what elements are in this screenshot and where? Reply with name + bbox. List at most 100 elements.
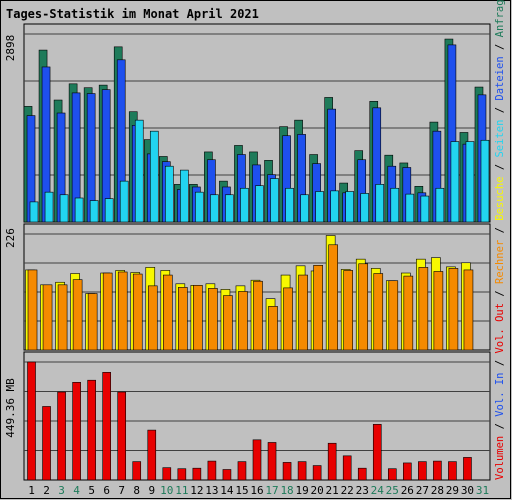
- bar-volume-day-7: [117, 391, 127, 481]
- bar-volume-day-13: [207, 460, 217, 481]
- bar-seiten-day-9: [149, 130, 159, 223]
- x-label-day-22: 22: [341, 484, 354, 497]
- x-label-day-20: 20: [311, 484, 324, 497]
- bar-volume-day-29: [448, 461, 457, 481]
- bar-volume-day-2: [42, 406, 51, 481]
- bar-volume-day-19: [297, 461, 307, 481]
- bar-volume-day-15: [237, 461, 247, 481]
- x-label-day-30: 30: [461, 484, 474, 497]
- bar-rechner-day-22: [343, 270, 353, 351]
- bar-seiten-day-5: [89, 200, 99, 223]
- bar-rechner-day-2: [42, 284, 53, 351]
- bar-rechner-day-15: [238, 291, 248, 351]
- bar-volume-day-27: [418, 461, 427, 481]
- bar-rechner-day-25: [388, 280, 399, 351]
- bar-volume-day-23: [357, 467, 367, 481]
- bar-seiten-day-22: [345, 191, 354, 223]
- bar-seiten-day-20: [315, 191, 324, 223]
- bar-seiten-day-14: [225, 194, 234, 223]
- x-label-day-13: 13: [205, 484, 218, 497]
- x-label-day-10: 10: [160, 484, 173, 497]
- x-label-day-18: 18: [280, 484, 293, 497]
- bar-rechner-day-26: [403, 275, 414, 351]
- bar-volume-day-26: [403, 462, 412, 481]
- x-label-day-15: 15: [235, 484, 248, 497]
- bar-rechner-day-9: [147, 285, 158, 351]
- legend-entry-vol-in: Vol. In: [494, 373, 506, 417]
- legend-separator: /: [494, 221, 506, 240]
- bar-rechner-day-13: [208, 288, 218, 351]
- bar-volume-day-5: [87, 379, 96, 481]
- bar-rechner-day-23: [358, 263, 369, 351]
- bar-seiten-day-16: [255, 185, 264, 223]
- bar-volume-day-6: [102, 372, 111, 481]
- y-max-label-volume: 449.36 MB: [4, 378, 17, 438]
- x-label-day-17: 17: [265, 484, 278, 497]
- x-label-day-5: 5: [88, 484, 95, 497]
- x-label-day-12: 12: [190, 484, 203, 497]
- legend-entry-anfragen: Anfragen: [494, 0, 506, 37]
- bar-volume-day-30: [463, 457, 472, 481]
- x-label-day-31: 31: [476, 484, 489, 497]
- bar-rechner-day-28: [433, 271, 444, 351]
- bar-rechner-day-21: [328, 244, 338, 351]
- bar-seiten-day-24: [375, 184, 385, 223]
- bar-rechner-day-3: [57, 284, 68, 351]
- y-max-label-requests: 2898: [4, 35, 17, 62]
- bar-rechner-day-29: [448, 268, 459, 351]
- legend-separator: /: [494, 354, 506, 373]
- bar-seiten-day-17: [270, 178, 279, 223]
- x-label-day-3: 3: [58, 484, 65, 497]
- legend-separator: /: [494, 417, 506, 436]
- x-axis-day-labels: 1 2 3 4 5 6 7 8 9 10 11 12 13 14 15 16 17 18 19 20 21 22 23 24 2…: [28, 484, 489, 497]
- bar-rechner-day-24: [373, 273, 384, 351]
- bar-rechner-day-10: [163, 274, 173, 351]
- x-label-day-28: 28: [431, 484, 444, 497]
- bar-seiten-day-30: [465, 141, 475, 223]
- bar-volume-day-24: [372, 424, 382, 481]
- bar-seiten-day-10: [165, 165, 174, 223]
- bar-seiten-day-2: [44, 191, 54, 223]
- bar-volume-day-9: [147, 429, 157, 481]
- legend-entry-besuche: Besuche: [494, 176, 506, 220]
- bar-seiten-day-19: [300, 194, 309, 223]
- legend-separator: /: [494, 101, 506, 120]
- x-label-day-8: 8: [133, 484, 140, 497]
- legend-separator: /: [494, 37, 506, 56]
- bar-seiten-day-3: [59, 194, 69, 223]
- legend-entry-vol-out: Vol. Out: [494, 303, 506, 354]
- bar-rechner-day-18: [283, 287, 293, 351]
- legend-entry-dateien: Dateien: [494, 56, 506, 100]
- x-label-day-19: 19: [295, 484, 308, 497]
- bar-rechner-day-4: [72, 279, 83, 351]
- x-label-day-14: 14: [220, 484, 234, 497]
- bar-volume-day-10: [162, 467, 172, 481]
- x-label-day-25: 25: [386, 484, 399, 497]
- bar-volume-day-8: [132, 461, 142, 481]
- bar-rechner-day-8: [132, 273, 143, 351]
- bar-seiten-day-26: [405, 193, 415, 223]
- bar-seiten-day-7: [119, 180, 129, 223]
- bar-rechner-day-1: [27, 269, 38, 351]
- panel-requests-files-pages: [23, 23, 491, 223]
- bar-volume-day-12: [192, 467, 202, 481]
- x-label-day-6: 6: [103, 484, 110, 497]
- bar-rechner-day-5: [87, 293, 98, 351]
- x-label-day-2: 2: [43, 484, 50, 497]
- legend-separator: /: [494, 158, 506, 177]
- legend-separator: /: [494, 284, 506, 303]
- bar-volume-day-22: [342, 455, 352, 481]
- bar-seiten-day-25: [390, 187, 400, 223]
- x-label-day-9: 9: [148, 484, 155, 497]
- y-max-label-visits: 226: [4, 228, 17, 248]
- bar-volume-day-11: [177, 468, 187, 481]
- bar-volume-day-21: [327, 442, 337, 481]
- bar-volume-day-3: [57, 391, 66, 481]
- legend-entry-rechner: Rechner: [494, 240, 506, 284]
- bar-rechner-day-7: [117, 271, 128, 351]
- bar-seiten-day-12: [195, 191, 204, 223]
- legend-vertical: Volumen / Vol. In / Vol. Out / Rechner /…: [494, 0, 506, 480]
- bar-rechner-day-12: [193, 285, 203, 351]
